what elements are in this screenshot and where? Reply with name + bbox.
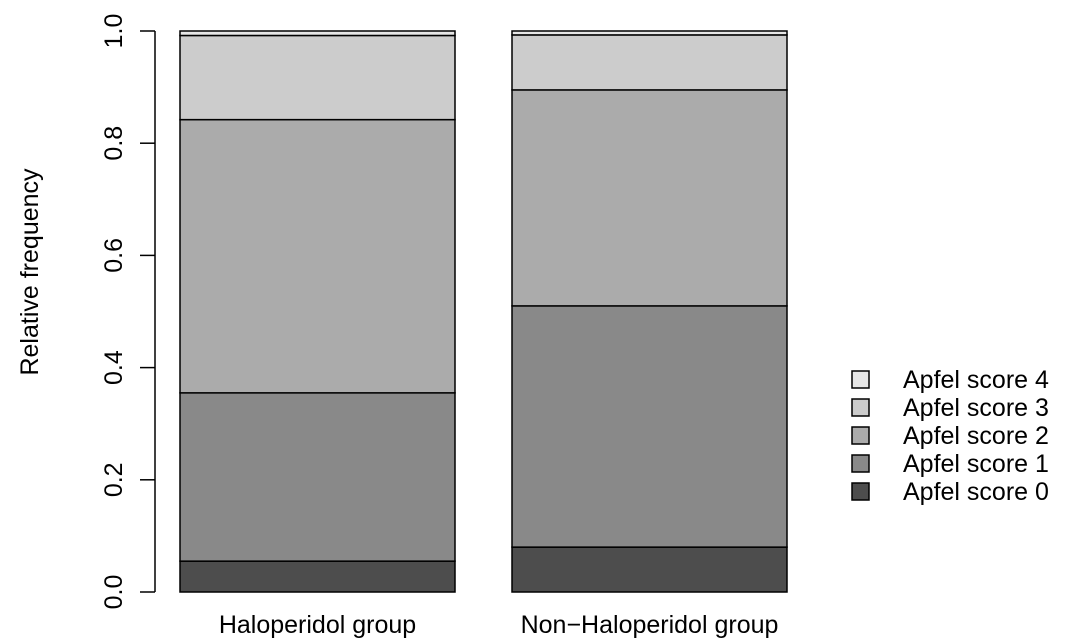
bar-segment-1-2 (511, 89, 788, 307)
bar-segment-0-4 (179, 30, 456, 37)
y-axis: 0.0 0.2 0.4 0.6 0.8 1.0 (100, 14, 156, 610)
bars (179, 30, 788, 593)
legend-label: Apfel score 4 (903, 366, 1049, 394)
y-tick-label: 0.0 (100, 575, 128, 610)
bar-segment-0-2 (179, 118, 456, 394)
y-tick-label: 0.6 (100, 238, 128, 273)
x-tick-labels: Haloperidol group Non−Haloperidol group (219, 611, 779, 639)
bar-segment-1-1 (511, 305, 788, 548)
y-tick-label: 0.4 (100, 350, 128, 385)
y-axis-label: Relative frequency (16, 168, 44, 376)
bar-segment-1-3 (511, 34, 788, 91)
x-tick-label: Haloperidol group (219, 611, 416, 639)
y-tick-label: 1.0 (100, 14, 128, 49)
legend-label: Apfel score 2 (903, 422, 1049, 450)
legend-label: Apfel score 3 (903, 394, 1049, 422)
bar-segment-0-3 (179, 34, 456, 121)
legend-swatch (851, 426, 870, 445)
legend-label: Apfel score 0 (903, 478, 1049, 506)
y-tick-label: 0.8 (100, 126, 128, 161)
y-tick-label: 0.2 (100, 462, 128, 497)
bar-segment-0-1 (179, 392, 456, 562)
legend-swatch (851, 454, 870, 473)
bar-segment-1-4 (511, 30, 788, 36)
bar-segment-0-0 (179, 560, 456, 593)
bar-segment-1-0 (511, 546, 788, 593)
legend-swatch (851, 370, 870, 389)
legend-swatch (851, 398, 870, 417)
x-tick-label: Non−Haloperidol group (521, 611, 779, 639)
legend-swatch (851, 482, 870, 501)
legend-label: Apfel score 1 (903, 450, 1049, 478)
